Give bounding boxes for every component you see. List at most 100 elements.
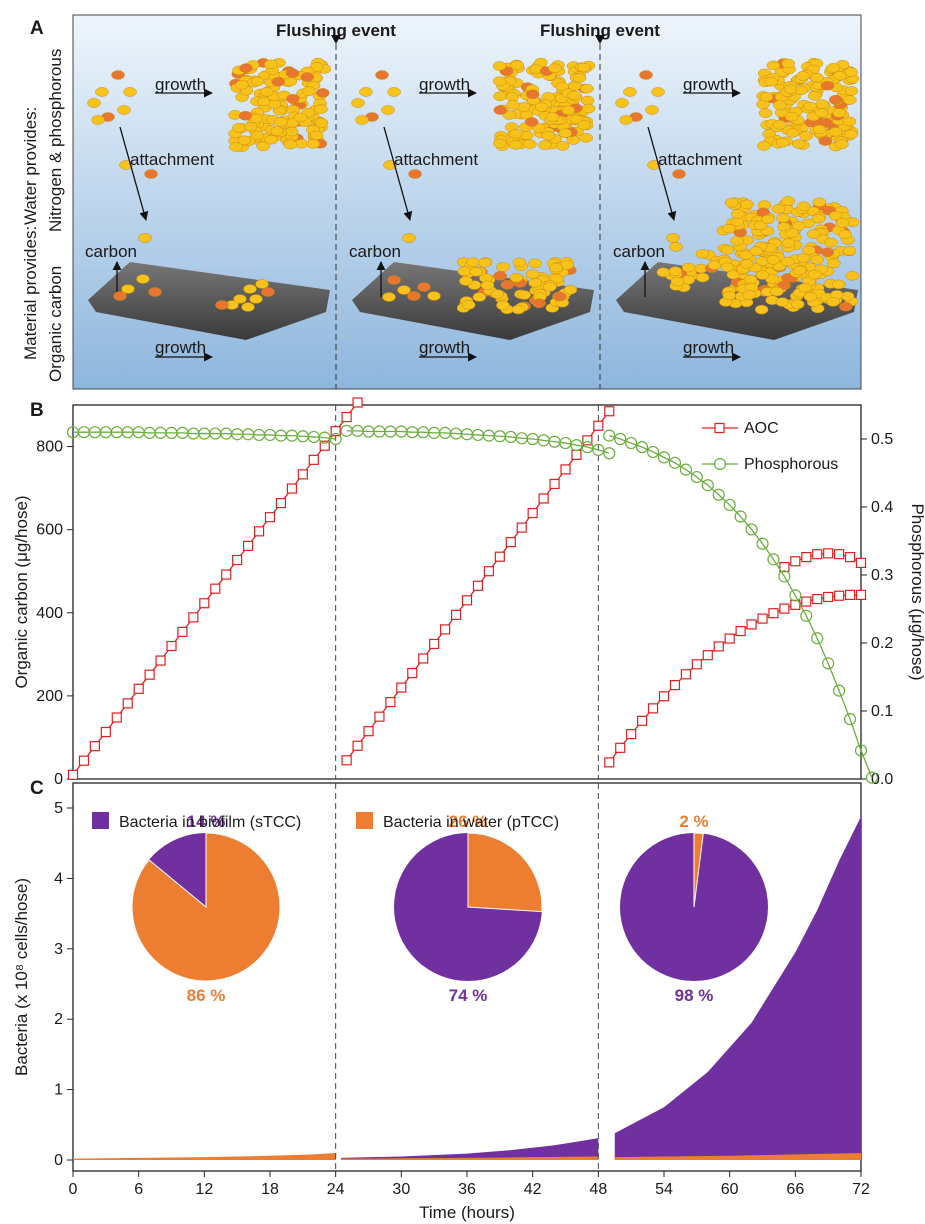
aoc-point [713, 641, 724, 652]
bacterium-icon [842, 116, 857, 127]
bacterium-icon [87, 98, 101, 108]
phosphorous-point [854, 744, 868, 757]
flush-gap [599, 1128, 608, 1162]
phosphorous-point [712, 488, 725, 501]
legend-marker [714, 422, 725, 434]
bacterium-icon [387, 275, 401, 285]
water-area [614, 1152, 861, 1160]
panel-c-ylabel: Bacteria (x 10⁸ cells/hose) [12, 878, 31, 1076]
bacterium-icon [528, 258, 542, 269]
bacterium-icon [792, 265, 807, 276]
x-tick-label: 54 [655, 1181, 673, 1198]
bacterium-icon [808, 91, 822, 101]
bacterium-icon [525, 89, 540, 100]
bacterium-icon [138, 233, 152, 243]
phosphorous-point [603, 447, 616, 460]
bacterium-icon [534, 102, 549, 112]
aoc-point [396, 682, 407, 693]
y-tick-label: 400 [36, 605, 63, 622]
bacterium-icon [576, 62, 591, 73]
x-tick-label: 30 [392, 1181, 410, 1198]
bacterium-icon [285, 68, 300, 78]
aoc-point [855, 589, 867, 601]
x-tick-label: 60 [721, 1181, 739, 1198]
aoc-point [702, 650, 713, 661]
pie-chart-3: 2 % 98 % [620, 812, 768, 1005]
bacterium-icon [381, 105, 395, 115]
aoc-point [812, 549, 823, 560]
phosphorous-point [822, 657, 835, 670]
bacterium-icon [829, 126, 843, 137]
bacterium-icon [375, 70, 389, 80]
panel-b-plot-area [72, 404, 862, 780]
bacterium-icon [256, 96, 271, 107]
legend-label-aoc: AOC [744, 420, 779, 437]
bacterium-icon [314, 104, 328, 114]
bacterium-icon [283, 139, 297, 150]
bacterium-icon [508, 128, 523, 139]
scene-1: growth attachment carbon growth [85, 57, 332, 362]
bacterium-icon [284, 126, 299, 137]
attachment-label: attachment [130, 150, 214, 169]
aoc-point [680, 669, 691, 680]
panel-c: C Bacteria (x 10⁸ cells/hose) Time (hour… [12, 778, 870, 1222]
bacterium-icon [496, 300, 510, 311]
aoc-point [67, 769, 79, 780]
aoc-point [221, 569, 232, 580]
panel-c-legend: Bacteria in biofilm (sTCC) Bacteria in wa… [92, 812, 559, 831]
legend-swatch [92, 812, 109, 829]
bacterium-icon [255, 279, 269, 289]
bacterium-icon [493, 271, 508, 281]
phosphorous-point [745, 523, 758, 536]
aoc-point [374, 711, 385, 722]
phosphorous-point [592, 443, 605, 456]
aoc-point [571, 449, 582, 460]
phosphorous-point [625, 436, 638, 450]
bacterium-icon [645, 105, 659, 115]
aoc-point [604, 757, 615, 768]
y-tick-label: 0 [54, 771, 63, 788]
growth-label: growth [419, 75, 470, 94]
bacterium-icon [302, 86, 316, 96]
bacterium-icon [759, 92, 774, 102]
phosphorous-line [609, 434, 873, 778]
aoc-point [78, 755, 90, 766]
bacterium-icon [95, 87, 109, 97]
phosphorous-point [767, 553, 780, 566]
bacterium-icon [508, 140, 523, 150]
aoc-point [823, 591, 834, 603]
phosphorous-point [657, 451, 671, 464]
bacterium-icon [387, 87, 401, 97]
aoc-point [286, 483, 297, 494]
material-provides-label: Material provides: [21, 226, 40, 360]
aoc-point [352, 740, 363, 751]
bacterium-icon [506, 100, 520, 110]
bacterium-icon [835, 139, 849, 149]
aoc-point [429, 638, 440, 650]
bacterium-icon [316, 88, 330, 98]
bacterium-icon [493, 138, 507, 149]
bacterium-icon [797, 201, 811, 212]
bacterium-icon [740, 259, 754, 269]
bacterium-icon [241, 302, 255, 312]
x-tick-label: 24 [327, 1181, 345, 1198]
aoc-point [604, 406, 615, 417]
x-tick-label: 36 [458, 1181, 476, 1198]
bacterium-icon [250, 130, 265, 141]
legend-label: Bacteria in water (pTCC) [383, 814, 559, 831]
bacterium-icon [543, 282, 557, 292]
bacterium-icon [294, 138, 309, 149]
bacterium-icon [355, 115, 369, 125]
bacterium-icon [835, 218, 850, 228]
aoc-point [111, 712, 122, 723]
growth-label: growth [155, 338, 206, 357]
bacterium-icon [754, 304, 769, 315]
bacterium-icon [806, 229, 821, 239]
phosphorous-point [778, 570, 791, 583]
bacterium-icon [512, 257, 527, 268]
bacterium-icon [844, 67, 858, 77]
bacterium-icon [144, 169, 158, 179]
aoc-point [407, 667, 418, 679]
bacterium-icon [656, 267, 671, 278]
bacterium-icon [427, 291, 441, 301]
